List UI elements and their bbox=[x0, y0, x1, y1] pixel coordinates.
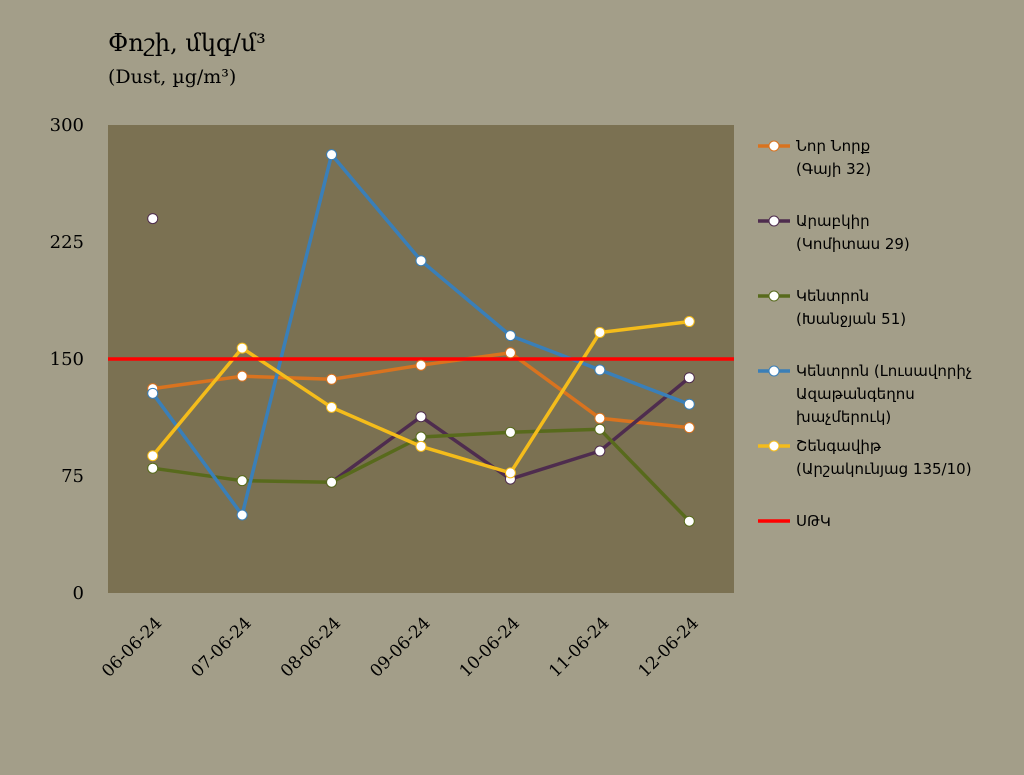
data-point bbox=[147, 450, 159, 462]
legend-marker bbox=[768, 290, 780, 302]
legend-label: խաչմերուկ) bbox=[796, 408, 891, 426]
y-tick-label: 225 bbox=[50, 232, 84, 253]
legend-label: Կենտրոն bbox=[796, 287, 869, 305]
data-point bbox=[504, 426, 516, 438]
legend-label: (Խանջյան 51) bbox=[796, 310, 906, 328]
data-point bbox=[594, 423, 606, 435]
chart-title: Փոշի, մկգ/մ³ bbox=[108, 29, 266, 57]
y-tick-label: 0 bbox=[73, 583, 84, 604]
y-tick-label: 75 bbox=[61, 466, 84, 487]
data-point bbox=[326, 476, 338, 488]
data-point bbox=[594, 445, 606, 457]
chart-subtitle: (Dust, µg/m³) bbox=[108, 66, 237, 88]
data-point bbox=[415, 411, 427, 423]
data-point bbox=[415, 255, 427, 267]
x-tick-label: 12-06-24 bbox=[635, 613, 703, 681]
data-point bbox=[326, 401, 338, 413]
legend: Նոր Նորք (Գայի 32) Արաբկիր (Կոմիտաս 29) Կենտ… bbox=[758, 137, 972, 530]
points-layer bbox=[147, 149, 695, 527]
data-point bbox=[683, 372, 695, 384]
data-point bbox=[683, 515, 695, 527]
y-tick-label: 150 bbox=[50, 349, 84, 370]
data-point bbox=[683, 422, 695, 434]
x-tick-label: 10-06-24 bbox=[456, 613, 524, 681]
legend-marker bbox=[768, 365, 780, 377]
data-point bbox=[415, 359, 427, 371]
legend-marker bbox=[768, 440, 780, 452]
legend-label: Կենտրոն (Լուսավորիչ bbox=[796, 362, 972, 380]
x-tick-label: 07-06-24 bbox=[188, 613, 256, 681]
legend-label: Ազաթանգեղոս bbox=[796, 385, 915, 403]
legend-label: (Կոմիտաս 29) bbox=[796, 235, 910, 253]
data-point bbox=[415, 440, 427, 452]
legend-marker bbox=[768, 215, 780, 227]
data-point bbox=[147, 387, 159, 399]
data-point bbox=[147, 213, 159, 225]
data-point bbox=[683, 398, 695, 410]
data-point bbox=[236, 370, 248, 382]
legend-label: Նոր Նորք bbox=[796, 137, 870, 155]
x-tick-label: 09-06-24 bbox=[366, 613, 434, 681]
legend-label: (Արշակունյաց 135/10) bbox=[796, 460, 972, 478]
data-point bbox=[147, 462, 159, 474]
data-point bbox=[415, 431, 427, 443]
data-point bbox=[326, 373, 338, 385]
data-point bbox=[504, 330, 516, 342]
y-axis: 0 75 150 225 300 bbox=[50, 115, 84, 604]
y-tick-label: 300 bbox=[50, 115, 84, 136]
legend-label: Արաբկիր bbox=[796, 212, 870, 230]
x-tick-label: 06-06-24 bbox=[98, 613, 166, 681]
data-point bbox=[236, 509, 248, 521]
data-point bbox=[504, 347, 516, 359]
data-point bbox=[504, 467, 516, 479]
data-point bbox=[683, 316, 695, 328]
x-tick-label: 11-06-24 bbox=[545, 613, 613, 681]
legend-marker bbox=[768, 140, 780, 152]
data-point bbox=[594, 364, 606, 376]
x-axis: 06-06-24 07-06-24 08-06-24 09-06-24 10-06-24… bbox=[98, 613, 703, 681]
legend-label: ՍԹԿ bbox=[796, 512, 831, 530]
legend-label: Շենգավիթ bbox=[796, 437, 882, 455]
legend-label: (Գայի 32) bbox=[796, 160, 871, 178]
data-point bbox=[236, 342, 248, 354]
x-tick-label: 08-06-24 bbox=[277, 613, 345, 681]
data-point bbox=[326, 149, 338, 161]
data-point bbox=[236, 475, 248, 487]
data-point bbox=[594, 412, 606, 424]
data-point bbox=[594, 326, 606, 338]
